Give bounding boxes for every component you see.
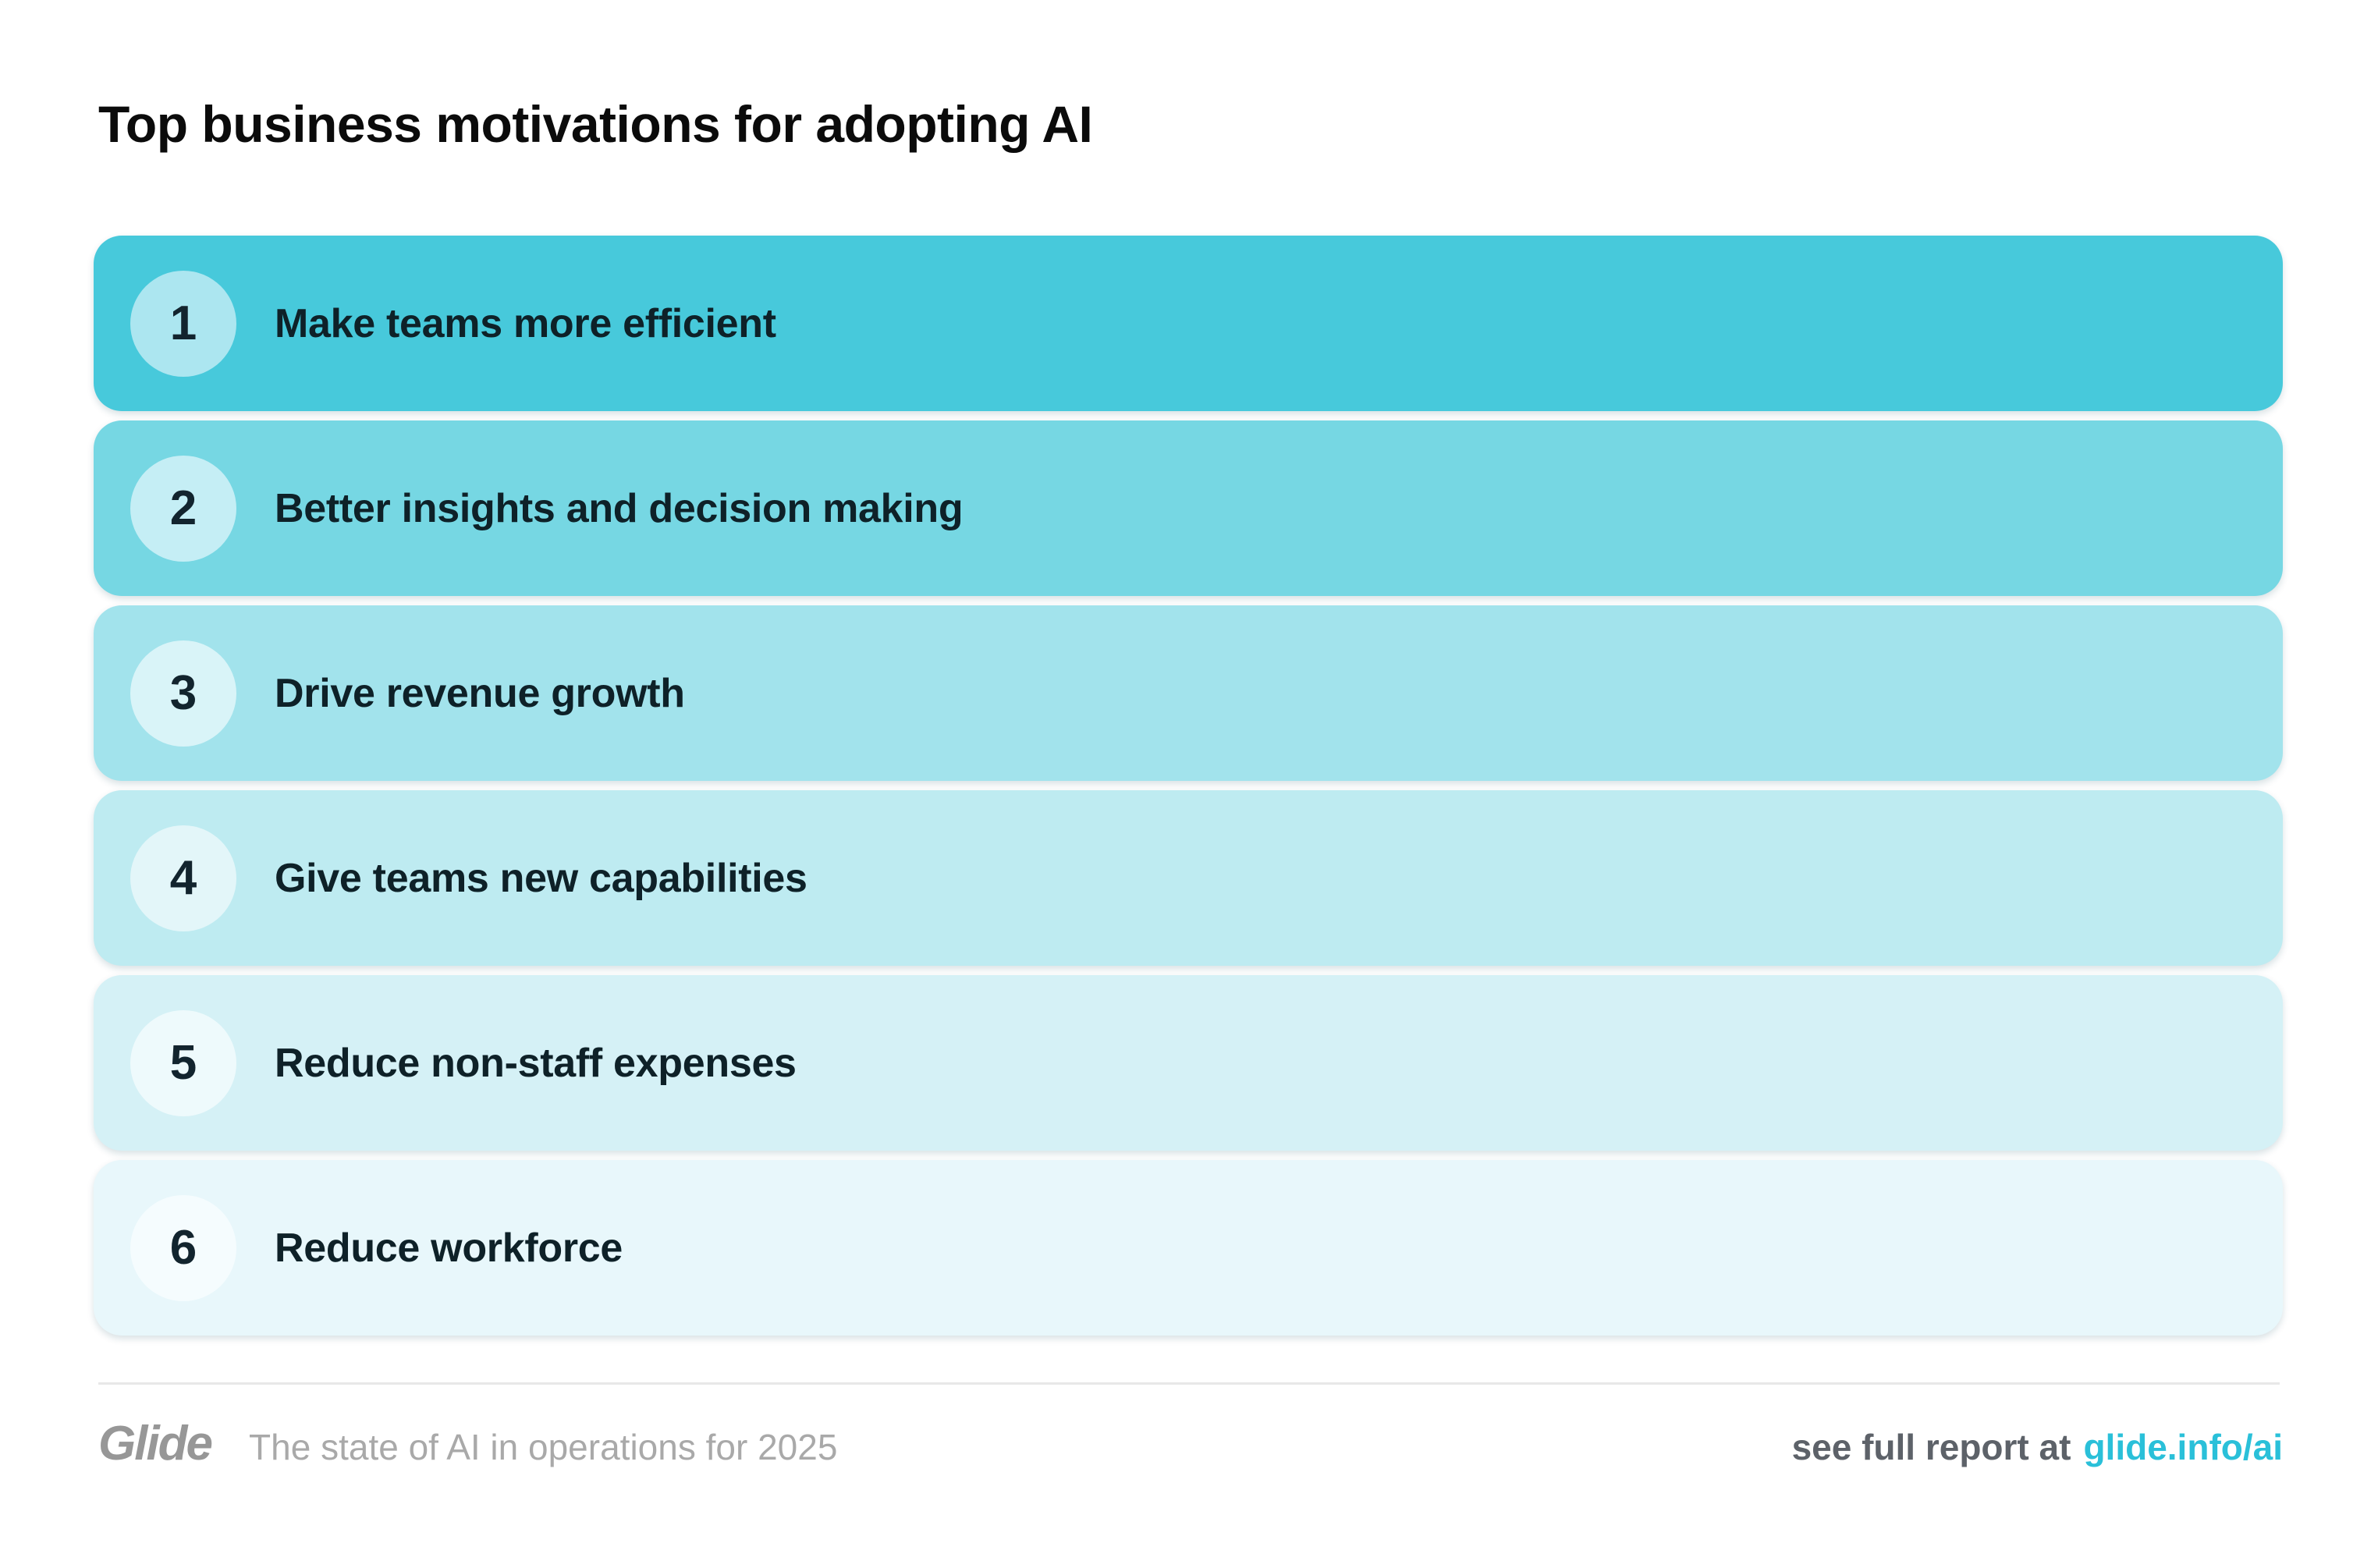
ranking-label: Give teams new capabilities [275, 855, 807, 901]
ranking-label: Reduce workforce [275, 1225, 623, 1271]
ranking-row-5: 5 Reduce non-staff expenses [94, 975, 2283, 1151]
rank-badge-4: 4 [130, 825, 236, 931]
report-link[interactable]: glide.info/ai [2083, 1427, 2283, 1467]
ranking-row-3: 3 Drive revenue growth [94, 605, 2283, 781]
ranking-row-2: 2 Better insights and decision making [94, 420, 2283, 596]
rank-number: 3 [169, 665, 197, 720]
ranking-label: Make teams more efficient [275, 300, 776, 346]
rank-badge-2: 2 [130, 455, 236, 562]
ranking-row-6: 6 Reduce workforce [94, 1160, 2283, 1336]
rank-number: 6 [169, 1220, 197, 1275]
ranking-label: Drive revenue growth [275, 670, 685, 716]
ranking-row-4: 4 Give teams new capabilities [94, 790, 2283, 966]
ranking-label: Reduce non-staff expenses [275, 1040, 797, 1086]
footer-subtitle: The state of AI in operations for 2025 [249, 1427, 838, 1467]
rank-number: 5 [169, 1035, 197, 1090]
rank-number: 1 [169, 296, 197, 350]
rank-badge-3: 3 [130, 640, 236, 747]
footer-left: Glide The state of AI in operations for … [98, 1420, 837, 1468]
rank-number: 4 [169, 850, 197, 905]
ranking-label: Better insights and decision making [275, 485, 964, 531]
footer-right: see full report at glide.info/ai [1792, 1429, 2283, 1465]
rank-badge-5: 5 [130, 1009, 236, 1116]
ranking-list: 1 Make teams more efficient 2 Better ins… [94, 236, 2283, 1336]
ranking-row-1: 1 Make teams more efficient [94, 236, 2283, 411]
footer-cta-text: see full report at [1791, 1427, 2071, 1467]
page-title: Top business motivations for adopting AI [98, 95, 1093, 153]
footer-divider [98, 1382, 2280, 1385]
glide-logo: Glide [98, 1417, 213, 1470]
rank-number: 2 [169, 481, 197, 535]
rank-badge-1: 1 [130, 270, 236, 377]
footer: Glide The state of AI in operations for … [98, 1420, 2283, 1468]
rank-badge-6: 6 [130, 1194, 236, 1301]
